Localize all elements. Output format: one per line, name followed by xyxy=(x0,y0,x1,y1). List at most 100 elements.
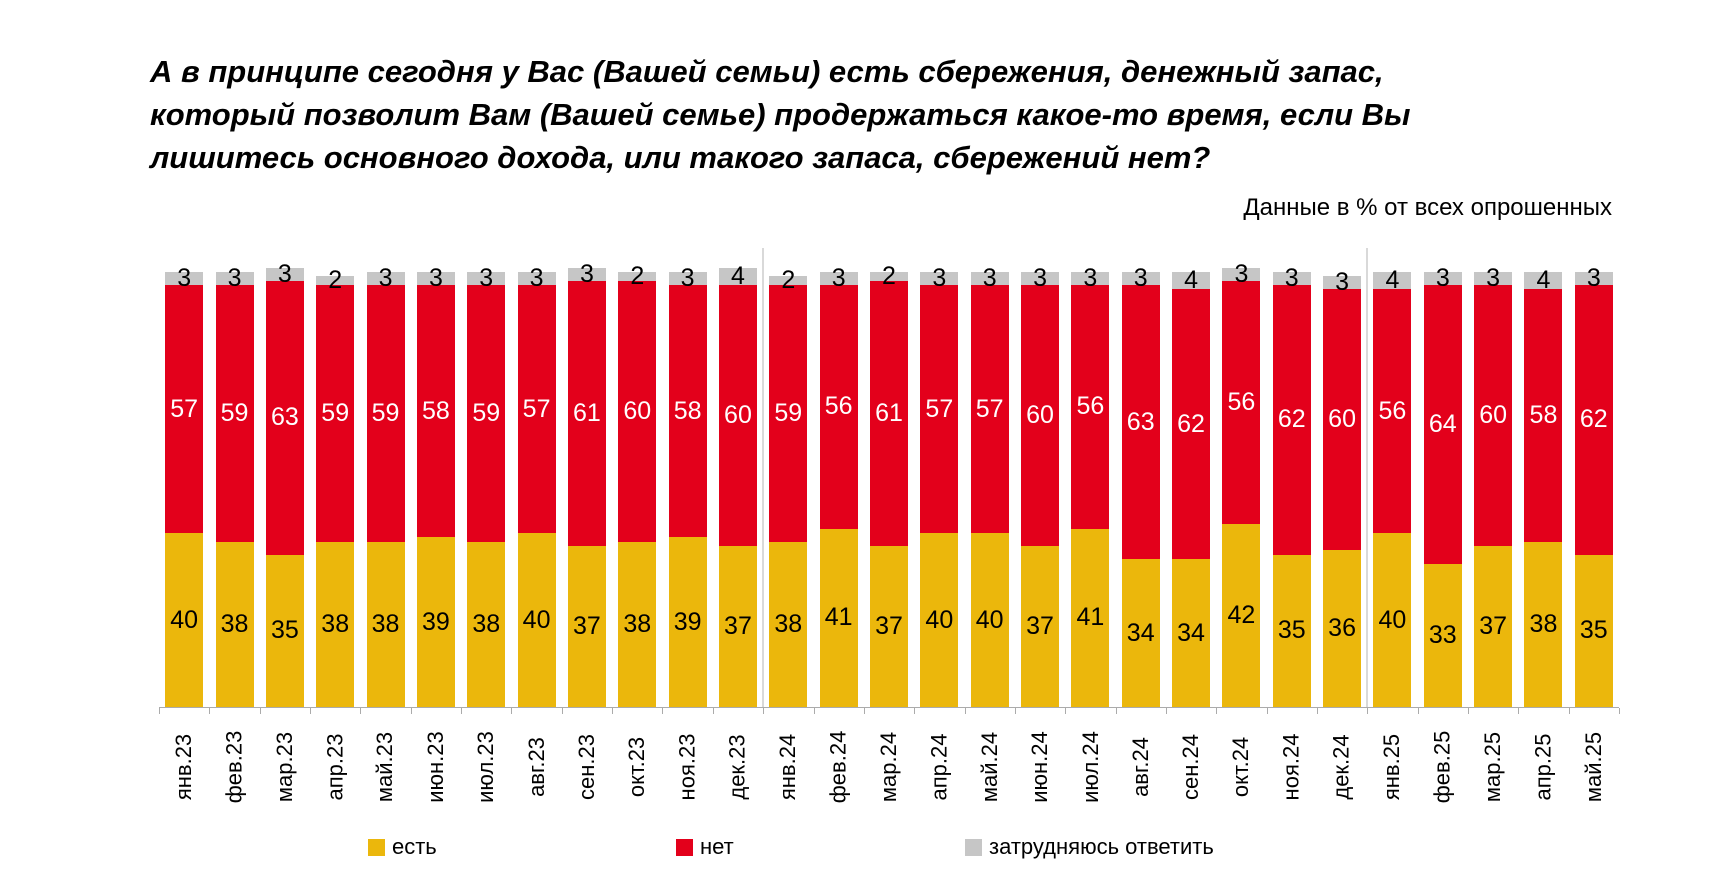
value-label: 3 xyxy=(227,264,242,293)
axis-tick xyxy=(763,708,765,714)
x-tick-label: авг.23 xyxy=(523,736,549,797)
value-label: 62 xyxy=(1177,409,1205,438)
bar-column-сен.24: 34 62 4 xyxy=(1166,268,1216,707)
bar-column-окт.23: 38 60 2 xyxy=(612,263,662,707)
value-label: 37 xyxy=(724,612,752,641)
x-tick-label: мар.24 xyxy=(875,731,901,802)
value-label: 3 xyxy=(1586,264,1601,293)
stacked-bar: 41 56 3 xyxy=(1071,266,1110,707)
bar-segment: 37 xyxy=(718,546,757,707)
bar-segment: 3 xyxy=(215,266,254,291)
x-tick-label: июл.23 xyxy=(473,730,499,803)
value-label: 57 xyxy=(170,394,199,423)
x-tick-slot: янв.25 xyxy=(1367,714,1417,819)
x-tick-label: апр.23 xyxy=(322,733,348,800)
x-tick-slot: май.25 xyxy=(1569,714,1619,819)
value-label: 4 xyxy=(1184,266,1198,295)
stacked-bar: 38 58 4 xyxy=(1524,268,1563,707)
bar-segment: 56 xyxy=(1222,280,1261,525)
value-label: 37 xyxy=(1026,612,1054,641)
x-tick-label: апр.24 xyxy=(926,733,952,800)
x-tick-slot: фев.24 xyxy=(813,714,863,819)
bar-column-фев.23: 38 59 3 xyxy=(209,266,259,707)
bar-segment: 3 xyxy=(265,261,304,286)
bar-column-янв.25: 40 56 4 xyxy=(1367,268,1417,707)
value-label: 38 xyxy=(371,609,400,638)
bar-column-фев.24: 41 56 3 xyxy=(813,266,863,707)
x-axis-labels: янв.23 фев.23 мар.23 апр.23 май.23 июн.23 июл.… xyxy=(159,714,1619,819)
value-label: 3 xyxy=(680,264,695,293)
x-tick-slot: май.23 xyxy=(360,714,410,819)
bar-segment: 37 xyxy=(1021,546,1060,707)
stacked-bar: 38 59 2 xyxy=(769,268,808,707)
bar-segment: 60 xyxy=(1323,289,1362,551)
value-label: 40 xyxy=(170,605,199,634)
stacked-bar: 33 64 3 xyxy=(1423,266,1462,707)
stacked-bar: 40 57 3 xyxy=(517,266,556,707)
value-label: 60 xyxy=(724,401,752,430)
bar-segment: 57 xyxy=(920,285,959,533)
value-label: 3 xyxy=(277,259,292,288)
bar-segment: 56 xyxy=(1373,289,1412,533)
stacked-bar: 38 59 3 xyxy=(366,266,405,707)
stacked-bar: 35 62 3 xyxy=(1574,266,1613,707)
value-label: 2 xyxy=(781,266,796,295)
bars: 40 57 3 38 59 3 35 63 3 38 59 2 38 59 3 39 58 3 38 59 3 40 57 3… xyxy=(159,238,1619,707)
value-label: 57 xyxy=(522,394,551,423)
axis-tick xyxy=(612,708,614,714)
bar-segment: 61 xyxy=(567,280,606,547)
value-label: 59 xyxy=(774,398,803,427)
x-tick-slot: мар.24 xyxy=(864,714,914,819)
bar-segment: 62 xyxy=(1574,285,1613,555)
bar-segment: 3 xyxy=(970,266,1009,291)
x-tick-slot: янв.23 xyxy=(159,714,209,819)
x-tick-label: ноя.23 xyxy=(674,733,700,800)
bar-segment: 41 xyxy=(819,528,858,707)
x-tick-label: май.23 xyxy=(372,731,398,802)
x-tick-label: июн.24 xyxy=(1027,730,1053,803)
axis-tick xyxy=(1367,708,1369,714)
axis-tick xyxy=(209,708,211,714)
bar-column-апр.24: 40 57 3 xyxy=(914,266,964,707)
bar-segment: 40 xyxy=(517,533,556,707)
axis-tick xyxy=(914,708,916,714)
bar-segment: 3 xyxy=(1272,266,1311,291)
axis-tick xyxy=(310,708,311,714)
bar-column-май.25: 35 62 3 xyxy=(1569,266,1619,707)
bar-column-июл.23: 38 59 3 xyxy=(461,266,511,707)
value-label: 3 xyxy=(1435,264,1450,293)
axis-tick xyxy=(561,708,563,714)
x-tick-slot: окт.24 xyxy=(1216,714,1266,819)
x-tick-slot: июн.23 xyxy=(411,714,461,819)
bar-segment: 4 xyxy=(718,263,757,288)
bar-segment: 58 xyxy=(668,285,707,538)
axis-tick xyxy=(1619,708,1620,714)
value-label: 37 xyxy=(875,612,903,641)
value-label: 35 xyxy=(1579,616,1608,645)
value-label: 64 xyxy=(1428,409,1457,438)
stacked-bar: 37 61 2 xyxy=(869,263,908,707)
legend-label: затрудняюсь ответить xyxy=(989,834,1214,859)
x-tick-label: дек.24 xyxy=(1329,733,1355,800)
bar-column-июл.24: 41 56 3 xyxy=(1065,266,1115,707)
bar-segment: 2 xyxy=(316,268,355,293)
bar-segment: 38 xyxy=(467,541,506,707)
stacked-bar: 38 59 3 xyxy=(215,266,254,707)
x-tick-label: июн.23 xyxy=(422,730,448,803)
x-tick-slot: апр.23 xyxy=(310,714,360,819)
value-label: 34 xyxy=(1177,618,1205,647)
legend-item-undecided: затрудняюсь ответить xyxy=(965,834,1214,860)
bar-segment: 33 xyxy=(1423,563,1462,707)
value-label: 60 xyxy=(1479,401,1508,430)
bar-segment: 3 xyxy=(1423,266,1462,291)
value-label: 41 xyxy=(1076,603,1105,632)
bar-segment: 40 xyxy=(920,533,959,707)
axis-tick xyxy=(511,708,513,714)
value-label: 34 xyxy=(1126,618,1155,647)
x-tick-slot: май.24 xyxy=(965,714,1015,819)
value-label: 3 xyxy=(1284,264,1299,293)
value-label: 38 xyxy=(220,609,249,638)
value-label: 59 xyxy=(321,398,350,427)
bar-segment: 63 xyxy=(265,280,304,555)
bar-segment: 60 xyxy=(618,280,657,542)
